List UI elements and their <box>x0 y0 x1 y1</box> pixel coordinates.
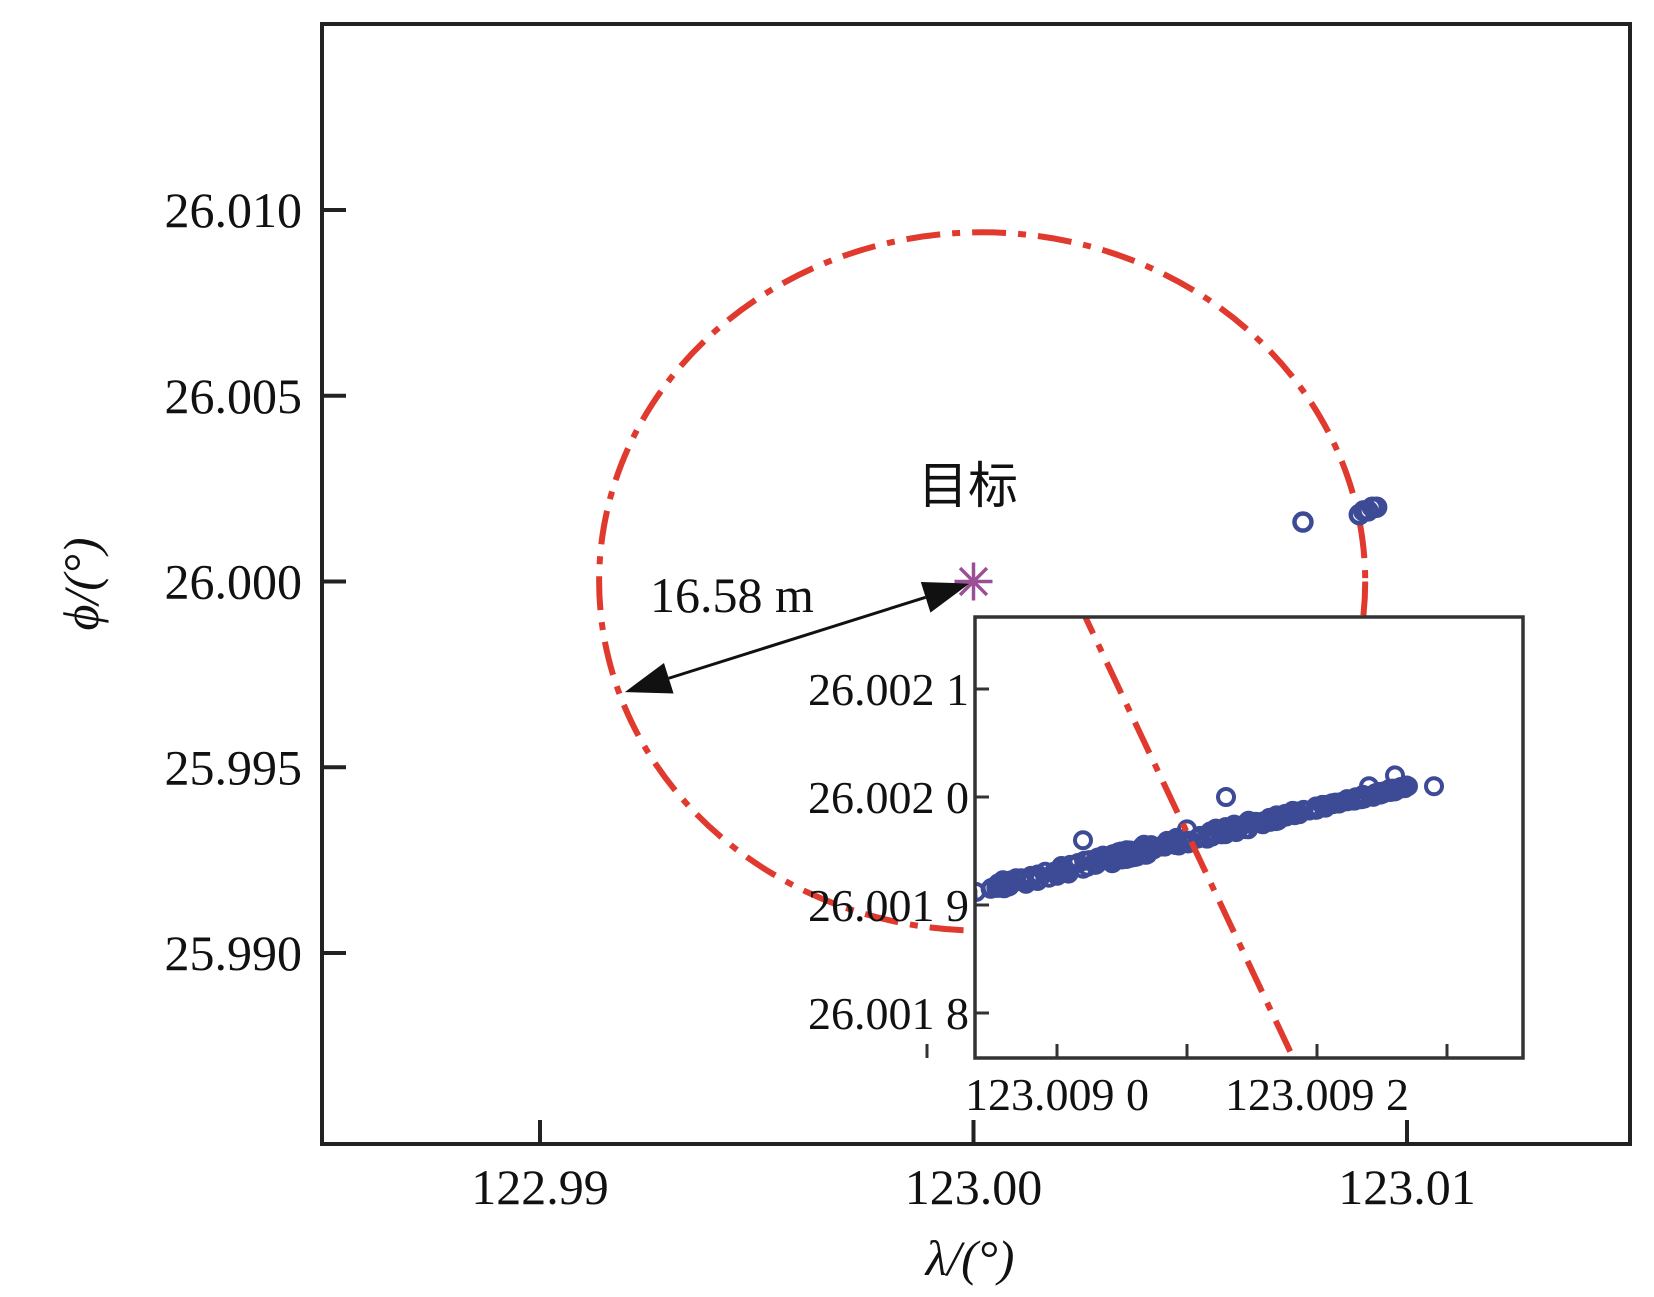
inset-data-point <box>1002 872 1023 893</box>
inset-y-tick-label: 26.002 1 <box>808 664 969 715</box>
inset-data-point <box>1006 868 1027 889</box>
data-point <box>1292 511 1314 533</box>
target-asterisk-stroke <box>958 566 989 597</box>
inset-data-point <box>1068 853 1089 874</box>
inset-y-tick-label: 26.001 8 <box>808 988 969 1039</box>
inset-y-tick-label: 26.002 0 <box>808 772 969 823</box>
main-plot-frame <box>320 22 1632 1146</box>
data-point <box>1365 496 1388 518</box>
y-tick-label: 26.000 <box>165 554 303 610</box>
radius-annotation-label: 16.58 m <box>650 567 814 623</box>
inset-data-point <box>1216 787 1236 807</box>
inset-circle-arc <box>1081 617 1297 1058</box>
y-tick-label: 26.010 <box>165 182 303 238</box>
inset-data-point <box>1133 834 1154 855</box>
inset-data-point <box>1060 854 1081 875</box>
inset-data-point <box>1424 776 1444 797</box>
inset-data-point <box>1271 807 1292 828</box>
inset-data-point <box>992 870 1013 891</box>
radius-arrow-head <box>624 662 674 694</box>
inset-data-point <box>1093 845 1114 866</box>
inset-y-tick-label: 26.001 9 <box>808 880 969 931</box>
inset-data-point <box>1398 776 1418 797</box>
inset-data-point <box>1385 778 1406 799</box>
inset-data-point <box>1157 830 1178 851</box>
inset-data-point <box>1359 776 1379 797</box>
main-axis-ticks: 122.99 123.00 123.01 25.990 25.995 26.000 26.0… <box>165 182 1476 1215</box>
inset-x-tick-label: 123.009 0 <box>965 1069 1149 1120</box>
x-tick-label: 123.01 <box>1338 1159 1476 1215</box>
inset-x-tick-label: 123.009 2 <box>1225 1069 1409 1120</box>
x-tick-label: 122.99 <box>471 1159 609 1215</box>
y-tick-label: 25.990 <box>165 925 303 981</box>
radius-arrow-shaft <box>668 595 927 680</box>
inset-data-point <box>1177 819 1197 840</box>
inset-data-point <box>1322 793 1343 814</box>
inset-data-point <box>1275 803 1296 824</box>
inset-data-point <box>1113 849 1134 870</box>
inset-data-point <box>1238 819 1259 840</box>
inset-data-point <box>1385 765 1405 786</box>
inset-data-point <box>1298 800 1319 821</box>
inset-zoom-plot: 123.009 0 123.009 2 26.001 8 26.001 9 26.002… <box>808 615 1525 1120</box>
y-axis-label: ϕ/(°) <box>53 537 109 630</box>
radius-arrow <box>624 582 970 694</box>
target-asterisk-marker <box>954 562 993 601</box>
inset-data-point <box>1228 819 1249 840</box>
x-tick-label: 123.00 <box>905 1159 1043 1215</box>
y-tick-label: 25.995 <box>165 739 303 795</box>
target-label: 目标 <box>918 458 1018 514</box>
inset-data-point <box>1215 818 1236 839</box>
inset-data-point <box>1135 844 1156 865</box>
radius-arrow-head <box>920 582 970 613</box>
inset-plot-area <box>975 617 1444 1058</box>
x-axis-label: λ/(°) <box>924 1230 1015 1286</box>
inset-frame <box>973 615 1525 1060</box>
y-tick-label: 26.005 <box>165 368 303 424</box>
inset-data-point <box>1073 830 1093 851</box>
